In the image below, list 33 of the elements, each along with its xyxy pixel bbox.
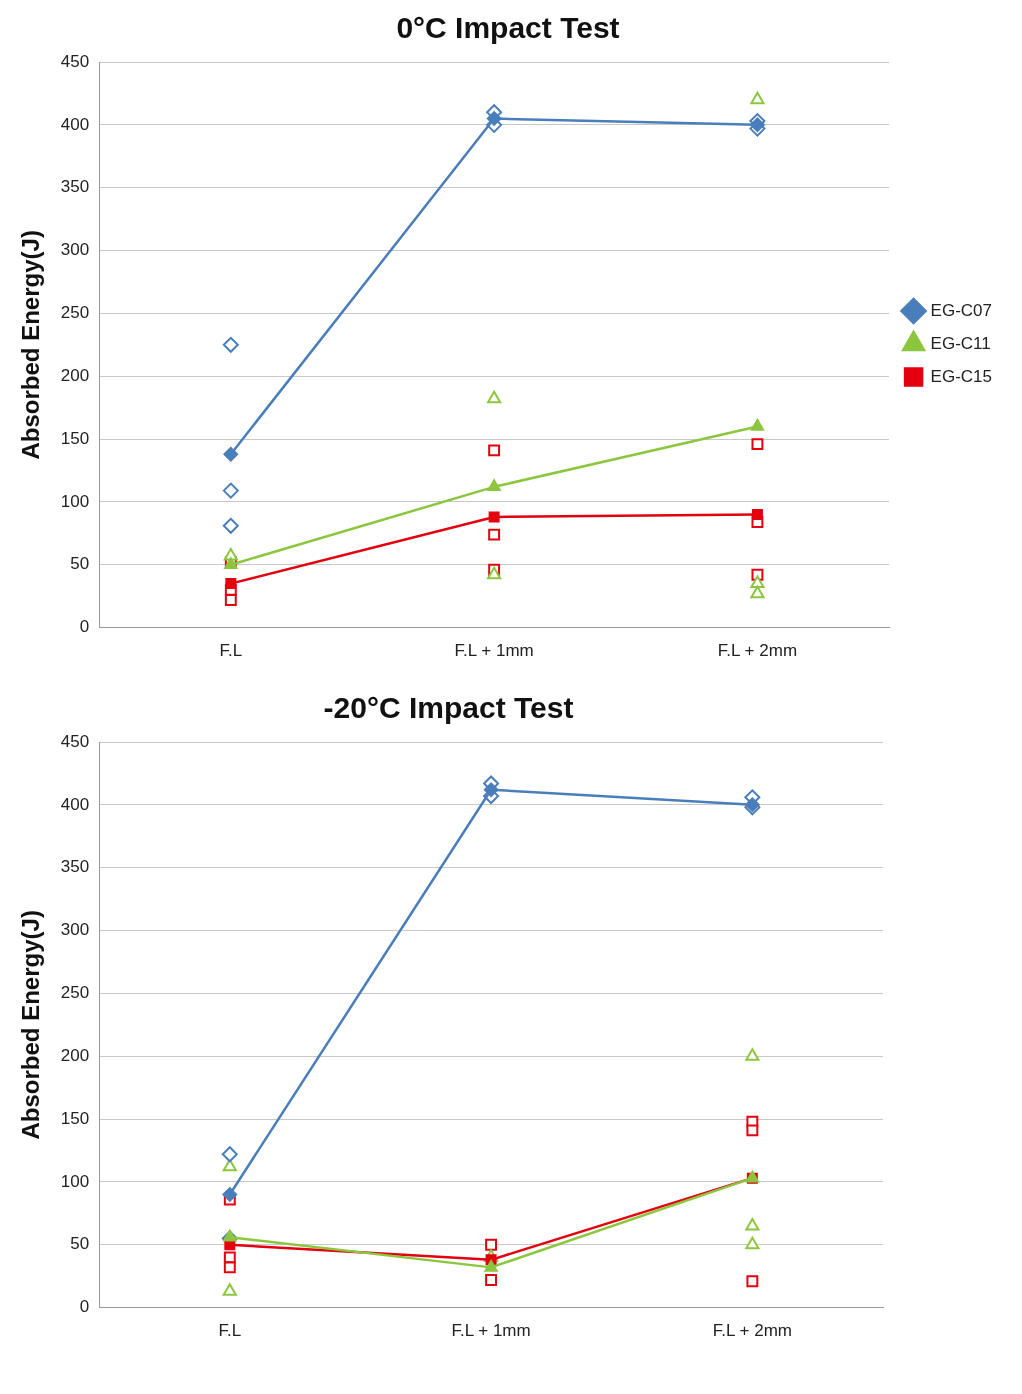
x-tick-label: F.L + 1mm	[454, 641, 534, 661]
legend-label: EG-C15	[930, 366, 993, 386]
y-tick-label: 400	[60, 114, 90, 134]
legend-label: EG-C11	[930, 333, 991, 353]
legend-label: EG-C07	[930, 300, 993, 320]
x-tick-label: F.L	[218, 1321, 242, 1341]
y-tick-label: 100	[60, 1171, 90, 1191]
y-tick-label: 0	[79, 617, 90, 637]
y-tick-label: 350	[60, 177, 90, 197]
x-tick-label: F.L + 1mm	[451, 1321, 531, 1341]
y-tick-label: 150	[60, 1108, 90, 1128]
y-tick-label: 250	[60, 983, 90, 1003]
y-tick-label: 100	[60, 491, 90, 511]
x-tick-label: F.L + 2mm	[712, 1321, 792, 1341]
chart-title: 0°C Impact Test	[396, 11, 620, 45]
x-tick-label: F.L	[219, 641, 243, 661]
chart-title: -20°C Impact Test	[323, 691, 574, 725]
y-axis-title: Absorbed Energy(J)	[17, 230, 45, 460]
y-axis-title: Absorbed Energy(J)	[17, 910, 45, 1140]
y-tick-label: 450	[60, 731, 90, 751]
y-tick-label: 50	[70, 1234, 90, 1254]
y-tick-label: 0	[79, 1297, 90, 1317]
y-tick-label: 350	[60, 857, 90, 877]
y-tick-label: 400	[60, 794, 90, 814]
y-tick-label: 300	[60, 240, 90, 260]
x-tick-label: F.L + 2mm	[717, 641, 798, 661]
y-tick-label: 150	[60, 428, 90, 448]
y-tick-label: 300	[60, 920, 90, 940]
y-tick-label: 50	[70, 554, 90, 574]
y-tick-label: 450	[60, 51, 90, 71]
y-tick-label: 250	[60, 303, 90, 323]
y-tick-label: 200	[60, 365, 90, 385]
y-tick-label: 200	[60, 1045, 90, 1065]
